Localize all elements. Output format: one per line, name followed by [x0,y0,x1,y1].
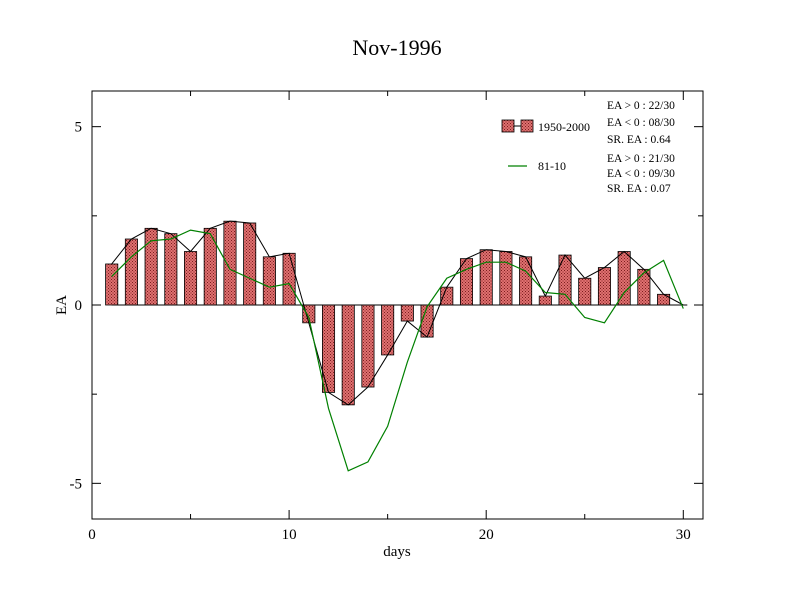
legend-stat-line: SR. EA : 0.64 [607,134,671,146]
bar [400,304,414,322]
bar [341,304,355,406]
bar [499,251,513,306]
bar [322,304,336,393]
bar [440,286,454,306]
bars-1950-2000 [105,220,671,406]
bar [519,256,533,306]
legend-stats-1950-2000: EA > 0 : 22/30 EA < 0 : 08/30 SR. EA : 0… [607,100,675,146]
legend-swatch-bar [501,119,515,133]
bar [538,295,552,306]
x-tick-label: 10 [282,527,297,543]
x-tick-label: 20 [479,527,494,543]
legend-swatch-bar [520,119,534,133]
bar [558,254,572,306]
x-tick-label: 0 [88,527,96,543]
legend-stat-line: EA > 0 : 22/30 [607,100,675,112]
bar [124,238,138,306]
tick-labels: 0 10 20 30 -5 0 5 [70,120,691,543]
x-axis-label: days [383,544,411,560]
bar [282,252,296,306]
legend-item-81-10: 81-10 [508,159,566,173]
bar [420,304,434,338]
bar [617,251,631,306]
legend-stats-81-10: EA > 0 : 21/30 EA < 0 : 09/30 SR. EA : 0… [607,153,675,195]
legend-stat-line: EA < 0 : 08/30 [607,117,675,129]
legend-item-1950-2000: 1950-2000 [501,119,590,134]
bar [105,263,119,306]
bar [262,256,276,306]
legend-label: 1950-2000 [538,120,590,134]
legend-stat-line: EA < 0 : 09/30 [607,168,675,180]
legend: EA > 0 : 22/30 EA < 0 : 08/30 SR. EA : 0… [501,100,675,195]
bar [203,227,217,306]
bar [578,277,592,306]
chart-title: Nov-1996 [352,35,441,60]
bar [243,222,257,306]
axis-ticks [91,91,703,519]
bar [597,267,611,306]
series-line-1950-2000 [111,220,684,406]
bar [164,233,178,306]
legend-label: 81-10 [538,159,566,173]
bar [657,293,671,306]
y-tick-label: 0 [75,298,83,314]
bar [223,220,237,306]
legend-stat-line: EA > 0 : 21/30 [607,153,675,165]
y-tick-label: -5 [70,476,83,492]
series-line-81-10 [111,229,684,472]
y-axis-label: EA [54,295,70,315]
y-tick-label: 5 [75,120,83,136]
x-tick-label: 30 [676,527,691,543]
bar [184,251,198,306]
legend-stat-line: SR. EA : 0.07 [607,183,671,195]
bar [361,304,375,388]
bar [479,249,493,306]
